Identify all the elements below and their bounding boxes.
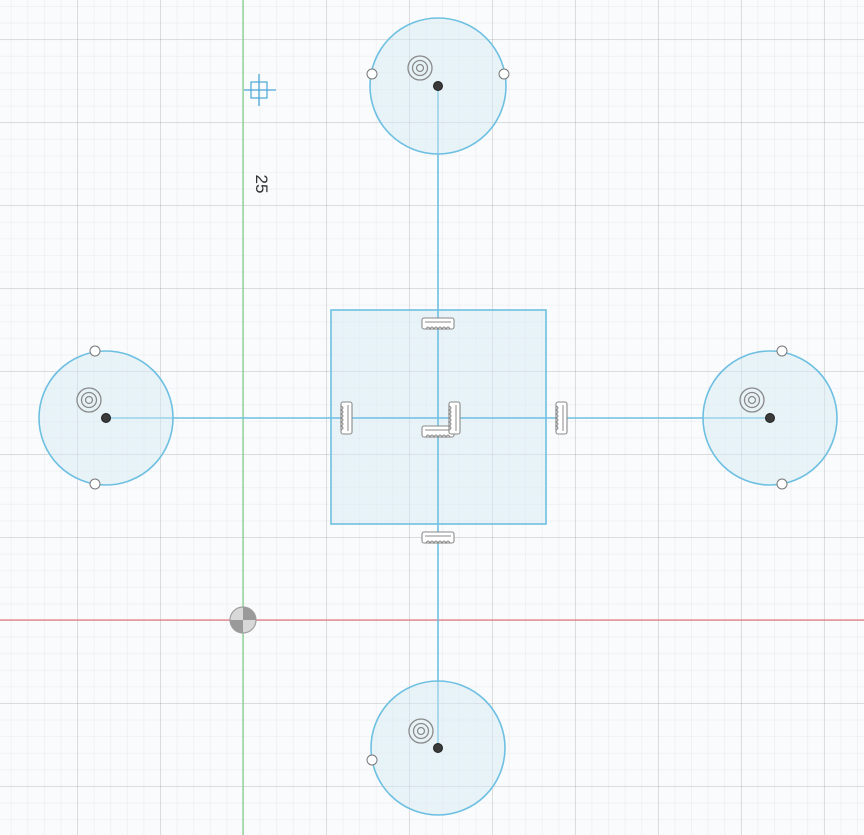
origin-icon[interactable] (229, 606, 257, 634)
fix-constraint-icon[interactable] (407, 55, 433, 81)
center-point[interactable] (433, 743, 443, 753)
dimension-label[interactable]: 25 (252, 175, 271, 194)
control-point[interactable] (776, 478, 788, 490)
crosshair-icon (244, 74, 276, 106)
vertical-constraint-icon[interactable] (339, 401, 353, 435)
vertical-constraint-icon[interactable] (447, 401, 461, 435)
center-point[interactable] (101, 413, 111, 423)
fix-constraint-icon[interactable] (408, 718, 434, 744)
fix-constraint-icon[interactable] (76, 387, 102, 413)
control-point[interactable] (366, 754, 378, 766)
control-point[interactable] (776, 345, 788, 357)
control-point[interactable] (498, 68, 510, 80)
center-point[interactable] (765, 413, 775, 423)
control-point[interactable] (89, 345, 101, 357)
fix-constraint-icon[interactable] (739, 387, 765, 413)
horizontal-constraint-icon[interactable] (421, 531, 455, 545)
control-point[interactable] (89, 478, 101, 490)
horizontal-constraint-icon[interactable] (421, 425, 455, 439)
horizontal-constraint-icon[interactable] (421, 317, 455, 331)
center-point[interactable] (433, 81, 443, 91)
vertical-constraint-icon[interactable] (554, 401, 568, 435)
control-point[interactable] (366, 68, 378, 80)
